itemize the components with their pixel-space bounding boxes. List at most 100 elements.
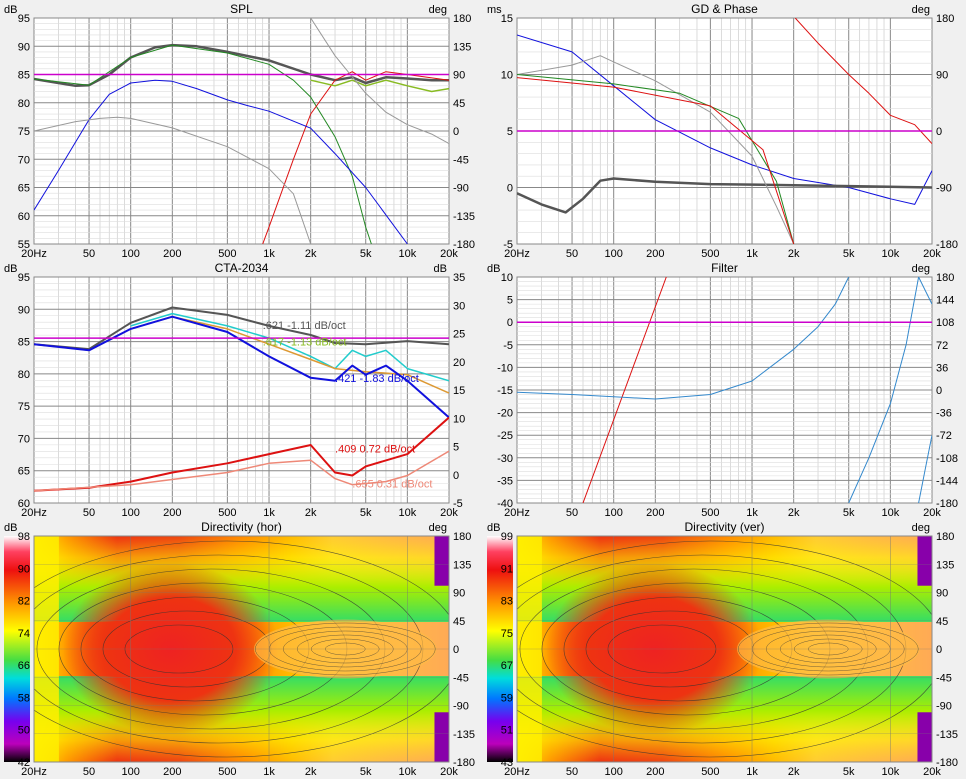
y2-tick-label: -90 bbox=[936, 183, 952, 195]
y-axis-label: dB bbox=[4, 522, 17, 534]
series-line-filter_blue bbox=[517, 277, 850, 400]
y-tick-label: 70 bbox=[18, 433, 30, 445]
x-tick-label: 20k bbox=[923, 248, 941, 260]
series-group bbox=[34, 306, 449, 492]
y-tick-label: 75 bbox=[501, 628, 513, 640]
heatmap-hf-bottom bbox=[917, 712, 932, 762]
y-tick-label: -25 bbox=[497, 430, 513, 442]
slope-annotation: .409 0.72 dB/oct bbox=[335, 443, 415, 455]
y-tick-label: -15 bbox=[497, 385, 513, 397]
x-tick-label: 20Hz bbox=[21, 766, 47, 778]
y2-tick-label: 90 bbox=[936, 588, 948, 600]
series-line-gray_dark bbox=[517, 177, 932, 214]
y-tick-label: 58 bbox=[18, 692, 30, 704]
y-tick-label: 42 bbox=[18, 757, 30, 769]
y-tick-label: -30 bbox=[497, 453, 513, 465]
y-tick-label: 10 bbox=[501, 272, 513, 284]
slope-annotation: .655 0.31 dB/oct bbox=[352, 479, 432, 491]
chart-title: Directivity (hor) bbox=[201, 520, 282, 534]
y2-tick-label: -90 bbox=[936, 701, 952, 713]
y2-tick-label: -135 bbox=[453, 729, 475, 741]
y2-tick-label: 108 bbox=[936, 317, 954, 329]
y-tick-label: 98 bbox=[18, 531, 30, 543]
y-tick-label: 83 bbox=[501, 596, 513, 608]
series-line-green bbox=[34, 44, 372, 244]
y2-tick-label: 144 bbox=[936, 295, 954, 307]
color-scale-bar bbox=[487, 536, 513, 762]
chart-title: Filter bbox=[711, 261, 738, 275]
y2-tick-label: 45 bbox=[936, 616, 948, 628]
x-tick-label: 200 bbox=[163, 248, 181, 260]
y-tick-label: 85 bbox=[18, 337, 30, 349]
series-line-gray_dark bbox=[34, 306, 449, 351]
x-tick-label: 1k bbox=[263, 248, 275, 260]
plot-frame bbox=[516, 535, 933, 763]
y-tick-label: 5 bbox=[507, 126, 513, 138]
x-tick-label: 5k bbox=[360, 248, 372, 260]
x-tick-label: 1k bbox=[263, 507, 275, 519]
x-tick-label: 500 bbox=[701, 507, 719, 519]
series-group bbox=[517, 277, 932, 503]
x-tick-label: 20k bbox=[440, 248, 458, 260]
chart-spl: SPL dB deg 95 90 85 80 75 70 65 60 55 180 135 90 45 0 -45… bbox=[4, 2, 475, 260]
contour-line bbox=[517, 540, 932, 758]
y-tick-label: 74 bbox=[18, 628, 30, 640]
y-tick-label: 99 bbox=[501, 531, 513, 543]
y2-tick-label: -72 bbox=[936, 430, 952, 442]
series-line-gray_light bbox=[517, 55, 795, 244]
x-tick-label: 50 bbox=[566, 248, 578, 260]
y2-tick-label: 0 bbox=[936, 126, 942, 138]
y2-tick-label: 135 bbox=[936, 559, 954, 571]
y-tick-label: 95 bbox=[18, 272, 30, 284]
x-tick-label: 500 bbox=[218, 766, 236, 778]
x-tick-label: 10k bbox=[881, 766, 899, 778]
y-tick-label: -20 bbox=[497, 408, 513, 420]
series-group bbox=[517, 18, 932, 244]
x-tick-label: 5k bbox=[843, 248, 855, 260]
x-tick-label: 20k bbox=[923, 766, 941, 778]
x-tick-label: 500 bbox=[218, 248, 236, 260]
x-tick-label: 100 bbox=[122, 766, 140, 778]
y-tick-label: 65 bbox=[18, 183, 30, 195]
heatmap-hf-top bbox=[434, 536, 449, 586]
y-tick-label: 80 bbox=[18, 369, 30, 381]
y-tick-label: 51 bbox=[501, 725, 513, 737]
y-tick-label: -35 bbox=[497, 475, 513, 487]
x-tick-label: 20k bbox=[440, 766, 458, 778]
series-line-gray_light bbox=[310, 18, 449, 145]
series-line-blue bbox=[34, 79, 408, 244]
y2-tick-label: 90 bbox=[453, 588, 465, 600]
x-tick-label: 20Hz bbox=[504, 766, 530, 778]
series-line-filter_blue bbox=[918, 435, 932, 503]
y2-tick-label: 45 bbox=[453, 98, 465, 110]
x-tick-label: 1k bbox=[746, 766, 758, 778]
y2-tick-label: -90 bbox=[453, 701, 469, 713]
x-tick-label: 20Hz bbox=[21, 507, 47, 519]
x-tick-label: 1k bbox=[746, 507, 758, 519]
y-tick-label: 0 bbox=[507, 183, 513, 195]
y2-tick-label: 90 bbox=[453, 70, 465, 82]
y2-tick-label: -135 bbox=[453, 211, 475, 223]
y2-tick-label: 0 bbox=[936, 385, 942, 397]
x-tick-label: 20k bbox=[923, 507, 941, 519]
x-tick-label: 50 bbox=[83, 248, 95, 260]
y2-tick-label: 20 bbox=[453, 357, 465, 369]
y2-tick-label: -45 bbox=[453, 672, 469, 684]
y2-tick-label: 135 bbox=[453, 559, 471, 571]
x-tick-label: 5k bbox=[843, 507, 855, 519]
y-axis-label: dB bbox=[4, 263, 17, 275]
series-line-blue bbox=[517, 34, 932, 205]
y2-tick-label: -5 bbox=[453, 498, 463, 510]
y-tick-label: 59 bbox=[501, 692, 513, 704]
y2-tick-label: 35 bbox=[453, 272, 465, 284]
y-tick-label: 75 bbox=[18, 126, 30, 138]
y-tick-label: 90 bbox=[18, 41, 30, 53]
y-tick-label: 67 bbox=[501, 660, 513, 672]
y2-tick-label: 180 bbox=[936, 272, 954, 284]
x-tick-label: 20Hz bbox=[21, 248, 47, 260]
y-tick-label: 65 bbox=[18, 466, 30, 478]
x-tick-label: 100 bbox=[122, 248, 140, 260]
chart-directivity-ver-: Directivity (ver) dB deg 99 91 83 75 67 59 51 43 18… bbox=[487, 520, 958, 778]
y-axis-label: dB bbox=[487, 263, 500, 275]
